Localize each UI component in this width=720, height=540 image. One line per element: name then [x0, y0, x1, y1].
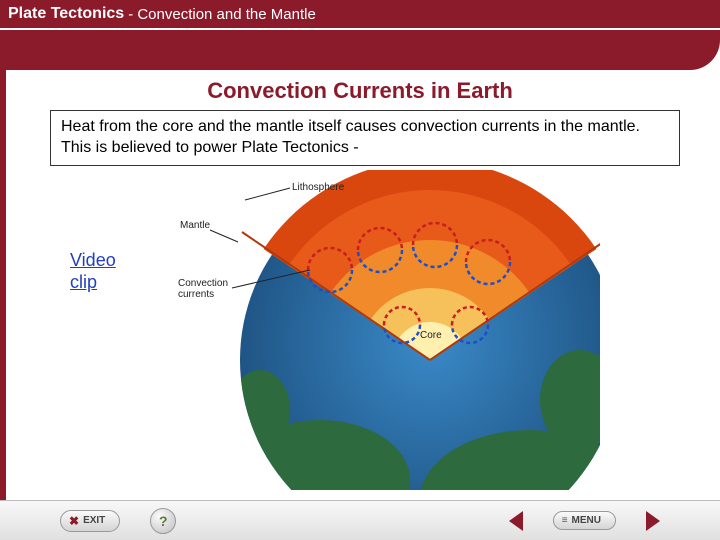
label-convection-2: currents	[178, 289, 214, 300]
header-band	[0, 30, 720, 70]
header-title: Plate Tectonics	[8, 5, 124, 23]
help-icon: ?	[159, 513, 168, 529]
footer-bar: ✖ EXIT ? ≡ MENU	[0, 500, 720, 540]
menu-button[interactable]: ≡ MENU	[553, 511, 616, 530]
header-subtitle: - Convection and the Mantle	[128, 6, 316, 23]
next-slide-button[interactable]	[646, 511, 660, 531]
video-link-line1: Video	[70, 250, 116, 270]
label-lithosphere: Lithosphere	[292, 182, 345, 193]
slide-title: Convection Currents in Earth	[0, 78, 720, 104]
header-bar: Plate Tectonics - Convection and the Man…	[0, 0, 720, 30]
label-convection-1: Convection	[178, 278, 228, 289]
label-core: Core	[420, 330, 442, 341]
body-text: Heat from the core and the mantle itself…	[50, 110, 680, 166]
exit-label: EXIT	[83, 515, 105, 526]
exit-x-icon: ✖	[69, 514, 79, 528]
prev-slide-button[interactable]	[509, 511, 523, 531]
menu-label: MENU	[572, 515, 601, 526]
earth-cutaway-diagram: Lithosphere Mantle Convection currents C…	[170, 170, 600, 490]
exit-button[interactable]: ✖ EXIT	[60, 510, 120, 532]
label-mantle: Mantle	[180, 220, 210, 231]
video-clip-link[interactable]: Video clip	[70, 250, 116, 293]
video-link-line2: clip	[70, 272, 97, 292]
menu-bars-icon: ≡	[562, 515, 568, 526]
help-button[interactable]: ?	[150, 508, 176, 534]
